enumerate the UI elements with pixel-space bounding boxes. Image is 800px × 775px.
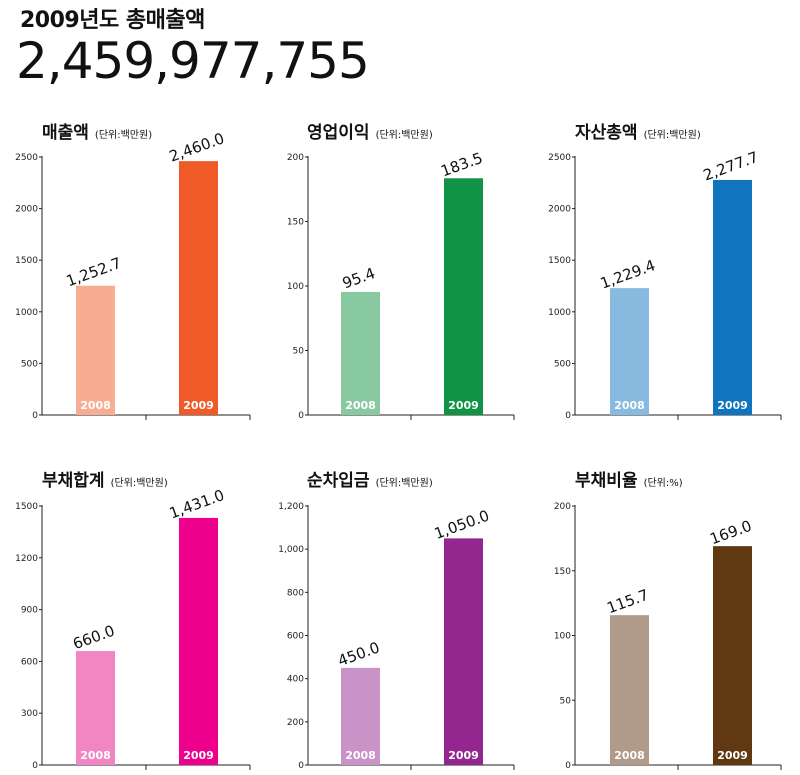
- value-label: 660.0: [71, 622, 118, 654]
- y-tick-label: 2500: [548, 153, 571, 163]
- value-label: 2,460.0: [167, 129, 227, 166]
- y-tick-label: 500: [554, 359, 571, 369]
- category-label: 2009: [448, 399, 479, 412]
- y-tick-label: 300: [21, 709, 38, 719]
- value-label: 450.0: [336, 638, 383, 670]
- chart-unit: (단위:백만원): [94, 130, 153, 141]
- chart-title-text: 영업이익: [307, 123, 370, 143]
- y-tick-label: 500: [21, 359, 38, 369]
- chart-unit: (단위:%): [643, 478, 683, 489]
- bar-2009: [179, 161, 218, 415]
- chart-title-operating-profit: 영업이익 (단위:백만원): [307, 118, 433, 143]
- category-label: 2009: [183, 749, 214, 762]
- value-label: 1,050.0: [432, 506, 492, 543]
- value-label: 115.7: [605, 586, 652, 618]
- y-tick-label: 600: [287, 632, 304, 642]
- category-label: 2008: [345, 399, 376, 412]
- value-label: 95.4: [340, 264, 378, 292]
- chart-unit: (단위:백만원): [110, 478, 168, 489]
- chart-unit: (단위:백만원): [375, 478, 433, 489]
- category-label: 2008: [614, 399, 645, 412]
- chart-title-total-liabilities: 부채합계 (단위:백만원): [42, 466, 168, 491]
- bar-2009: [713, 179, 752, 415]
- bar-2008: [610, 615, 649, 765]
- total-sales-label: 2009년도 총매출액: [20, 8, 205, 33]
- chart-unit: (단위:백만원): [375, 130, 433, 141]
- bar-2009: [179, 517, 218, 765]
- chart-title-text: 부채비율: [575, 471, 638, 491]
- y-tick-label: 100: [287, 282, 304, 292]
- y-tick-label: 1200: [15, 554, 38, 564]
- y-tick-label: 0: [565, 411, 571, 421]
- chart-title-net-borrowings: 순차입금 (단위:백만원): [307, 466, 433, 491]
- chart-unit: (단위:백만원): [643, 130, 701, 141]
- y-tick-label: 1500: [15, 502, 38, 512]
- y-tick-label: 800: [287, 588, 304, 598]
- y-tick-label: 1000: [548, 308, 571, 318]
- y-tick-label: 600: [21, 657, 38, 667]
- y-tick-label: 0: [298, 411, 304, 421]
- chart-title-text: 매출액: [42, 123, 89, 143]
- y-tick-label: 1500: [548, 256, 571, 266]
- value-label: 1,252.7: [64, 254, 124, 291]
- category-label: 2009: [717, 749, 748, 762]
- value-label: 183.5: [439, 149, 486, 181]
- y-tick-label: 1,000: [278, 545, 304, 555]
- y-tick-label: 50: [293, 347, 305, 357]
- y-tick-label: 200: [287, 153, 304, 163]
- category-label: 2008: [614, 749, 645, 762]
- category-label: 2008: [80, 399, 111, 412]
- y-tick-label: 900: [21, 606, 38, 616]
- y-tick-label: 2000: [15, 205, 38, 215]
- y-tick-label: 200: [287, 718, 304, 728]
- chart-title-text: 부채합계: [42, 471, 105, 491]
- y-tick-label: 400: [287, 675, 304, 685]
- chart-title-text: 자산총액: [575, 123, 638, 143]
- chart-title-text: 순차입금: [307, 471, 370, 491]
- total-sales-value: 2,459,977,755: [16, 32, 370, 90]
- category-label: 2009: [183, 399, 214, 412]
- y-tick-label: 0: [298, 761, 304, 771]
- y-tick-label: 1,200: [278, 502, 304, 512]
- category-label: 2009: [717, 399, 748, 412]
- value-label: 2,277.7: [701, 148, 761, 185]
- value-label: 1,431.0: [167, 486, 227, 523]
- y-tick-label: 2000: [548, 205, 571, 215]
- y-tick-label: 150: [554, 567, 571, 577]
- y-tick-label: 0: [32, 411, 38, 421]
- y-tick-label: 2500: [15, 153, 38, 163]
- value-label: 169.0: [708, 517, 755, 549]
- category-label: 2009: [448, 749, 479, 762]
- category-label: 2008: [80, 749, 111, 762]
- y-tick-label: 200: [554, 502, 571, 512]
- y-tick-label: 0: [565, 761, 571, 771]
- chart-title-sales: 매출액 (단위:백만원): [42, 118, 152, 143]
- bar-2008: [76, 285, 115, 415]
- bar-2009: [713, 546, 752, 765]
- y-tick-label: 50: [560, 696, 572, 706]
- bar-2008: [76, 651, 115, 765]
- y-tick-label: 1000: [15, 308, 38, 318]
- bar-2009: [444, 178, 483, 415]
- bar-2008: [341, 667, 380, 765]
- chart-title-total-assets: 자산총액 (단위:백만원): [575, 118, 701, 143]
- y-tick-label: 0: [32, 761, 38, 771]
- value-label: 1,229.4: [598, 256, 658, 293]
- bar-2009: [444, 538, 483, 765]
- category-label: 2008: [345, 749, 376, 762]
- y-tick-label: 1500: [15, 256, 38, 266]
- bar-2008: [610, 288, 649, 415]
- y-tick-label: 100: [554, 632, 571, 642]
- chart-title-debt-ratio: 부채비율 (단위:%): [575, 466, 683, 491]
- bar-2008: [341, 291, 380, 415]
- y-tick-label: 150: [287, 218, 304, 228]
